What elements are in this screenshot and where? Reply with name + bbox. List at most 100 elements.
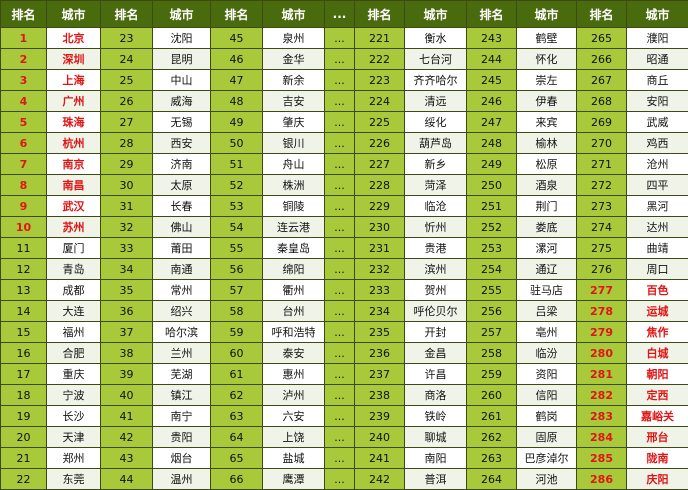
city-cell: 鹤壁 (517, 28, 577, 49)
city-cell: 资阳 (517, 364, 577, 385)
city-cell: 菏泽 (405, 175, 467, 196)
city-cell: 长沙 (47, 406, 101, 427)
city-cell: 庆阳 (627, 469, 688, 490)
rank-cell: 14 (1, 301, 47, 322)
ellipsis-cell: ... (325, 49, 355, 70)
rank-cell: 264 (467, 469, 517, 490)
city-cell: 芜湖 (153, 364, 211, 385)
rank-cell: 269 (577, 112, 627, 133)
city-cell: 中山 (153, 70, 211, 91)
city-cell: 松原 (517, 154, 577, 175)
rank-cell: 46 (211, 49, 263, 70)
city-cell: 上饶 (263, 427, 325, 448)
rank-cell: 229 (355, 196, 405, 217)
rank-cell: 6 (1, 133, 47, 154)
rank-cell: 239 (355, 406, 405, 427)
city-cell: 六安 (263, 406, 325, 427)
header-city-5: 城市 (517, 1, 577, 28)
city-cell: 周口 (627, 259, 688, 280)
rank-cell: 260 (467, 385, 517, 406)
city-cell: 绥化 (405, 112, 467, 133)
rank-cell: 21 (1, 448, 47, 469)
city-cell: 贺州 (405, 280, 467, 301)
city-cell: 清远 (405, 91, 467, 112)
rank-cell: 222 (355, 49, 405, 70)
city-cell: 西安 (153, 133, 211, 154)
city-cell: 普洱 (405, 469, 467, 490)
header-city-1: 城市 (47, 1, 101, 28)
city-cell: 杭州 (47, 133, 101, 154)
rank-cell: 32 (101, 217, 153, 238)
rank-cell: 280 (577, 343, 627, 364)
city-cell: 合肥 (47, 343, 101, 364)
rank-cell: 35 (101, 280, 153, 301)
header-city-3: 城市 (263, 1, 325, 28)
ellipsis-cell: ... (325, 154, 355, 175)
rank-cell: 31 (101, 196, 153, 217)
city-cell: 商丘 (627, 70, 688, 91)
city-cell: 驻马店 (517, 280, 577, 301)
rank-cell: 60 (211, 343, 263, 364)
rank-cell: 249 (467, 154, 517, 175)
city-cell: 衢州 (263, 280, 325, 301)
city-cell: 百色 (627, 280, 688, 301)
rank-cell: 27 (101, 112, 153, 133)
city-cell: 河池 (517, 469, 577, 490)
ellipsis-cell: ... (325, 238, 355, 259)
city-cell: 安阳 (627, 91, 688, 112)
header-city-2: 城市 (153, 1, 211, 28)
ellipsis-cell: ... (325, 280, 355, 301)
rank-cell: 257 (467, 322, 517, 343)
city-cell: 宁波 (47, 385, 101, 406)
rank-cell: 41 (101, 406, 153, 427)
rank-cell: 12 (1, 259, 47, 280)
city-cell: 定西 (627, 385, 688, 406)
rank-cell: 26 (101, 91, 153, 112)
rank-cell: 28 (101, 133, 153, 154)
rank-cell: 254 (467, 259, 517, 280)
rank-cell: 259 (467, 364, 517, 385)
city-cell: 连云港 (263, 217, 325, 238)
city-cell: 葫芦岛 (405, 133, 467, 154)
city-cell: 呼伦贝尔 (405, 301, 467, 322)
city-cell: 铜陵 (263, 196, 325, 217)
rank-cell: 57 (211, 280, 263, 301)
rank-cell: 246 (467, 91, 517, 112)
rank-cell: 5 (1, 112, 47, 133)
rank-cell: 275 (577, 238, 627, 259)
city-cell: 莆田 (153, 238, 211, 259)
city-cell: 无锡 (153, 112, 211, 133)
city-cell: 北京 (47, 28, 101, 49)
city-cell: 邢台 (627, 427, 688, 448)
city-cell: 铁岭 (405, 406, 467, 427)
city-cell: 白城 (627, 343, 688, 364)
city-cell: 临汾 (517, 343, 577, 364)
city-cell: 齐齐哈尔 (405, 70, 467, 91)
rank-cell: 230 (355, 217, 405, 238)
rank-cell: 39 (101, 364, 153, 385)
rank-cell: 33 (101, 238, 153, 259)
rank-cell: 276 (577, 259, 627, 280)
city-cell: 娄底 (517, 217, 577, 238)
header-ellipsis: ... (325, 1, 355, 28)
rank-cell: 18 (1, 385, 47, 406)
ellipsis-cell: ... (325, 427, 355, 448)
city-cell: 深圳 (47, 49, 101, 70)
rank-cell: 36 (101, 301, 153, 322)
city-cell: 镇江 (153, 385, 211, 406)
ellipsis-cell: ... (325, 259, 355, 280)
rank-cell: 283 (577, 406, 627, 427)
rank-cell: 19 (1, 406, 47, 427)
rank-cell: 271 (577, 154, 627, 175)
rank-cell: 25 (101, 70, 153, 91)
city-cell: 贵港 (405, 238, 467, 259)
rank-cell: 61 (211, 364, 263, 385)
city-cell: 武汉 (47, 196, 101, 217)
